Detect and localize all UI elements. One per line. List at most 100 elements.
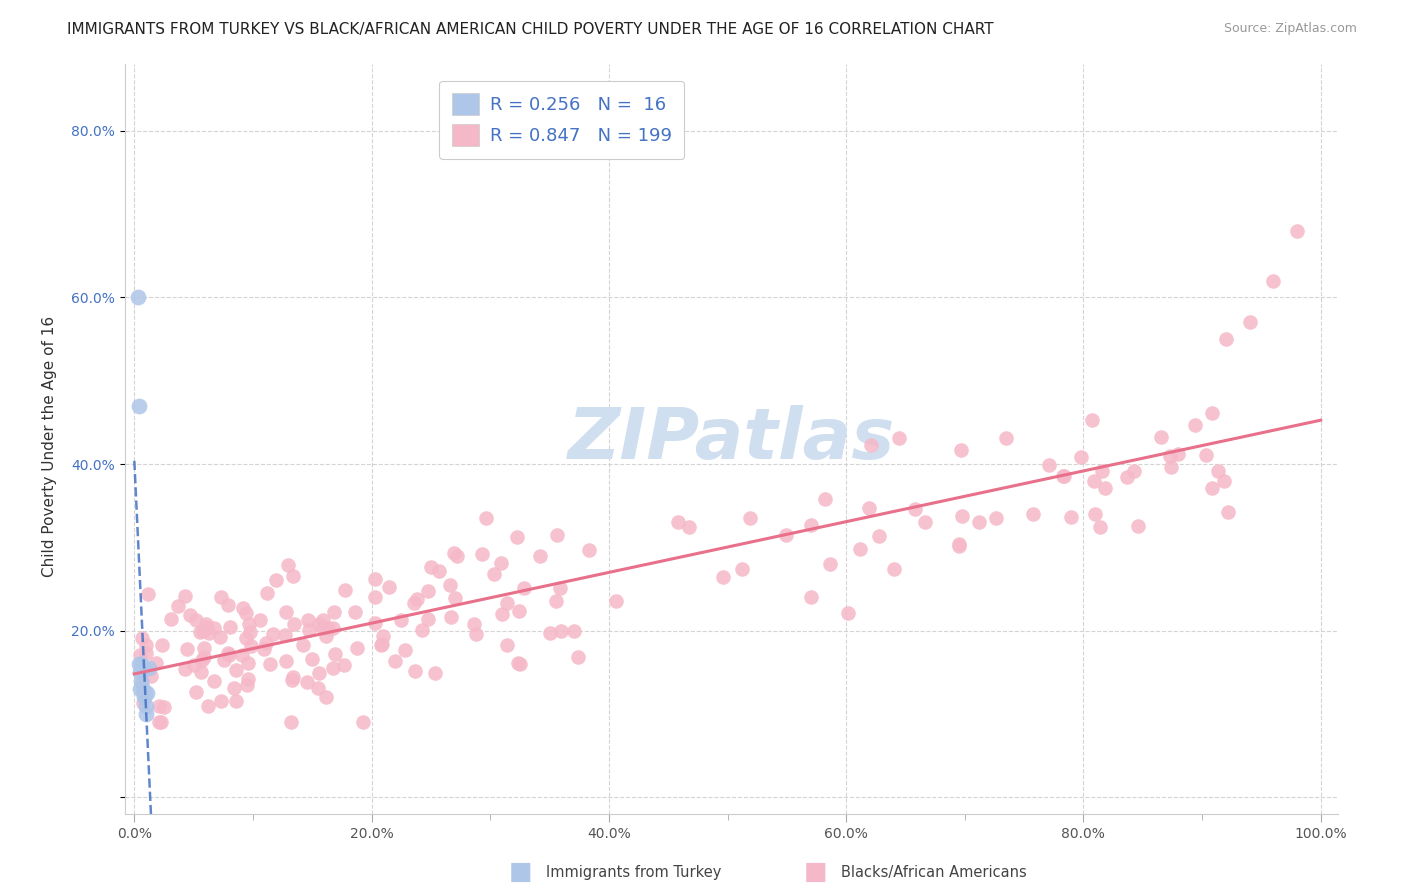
Point xyxy=(1115,470,1137,484)
Point xyxy=(887,431,910,445)
Point xyxy=(818,558,841,572)
Point xyxy=(949,443,972,458)
Point xyxy=(738,511,761,525)
Point xyxy=(371,637,394,651)
Point xyxy=(849,541,872,556)
Point xyxy=(378,580,401,594)
Point xyxy=(800,518,823,533)
Point xyxy=(264,573,287,587)
Point xyxy=(371,629,394,643)
Point xyxy=(678,519,700,533)
Point xyxy=(544,593,567,607)
Point xyxy=(1201,405,1223,419)
Point xyxy=(148,715,170,730)
Point xyxy=(281,673,304,687)
Point xyxy=(132,696,155,710)
Point xyxy=(419,560,441,574)
Point xyxy=(184,613,207,627)
Text: ■: ■ xyxy=(804,861,827,884)
Point xyxy=(463,616,485,631)
Point xyxy=(548,581,571,595)
Point xyxy=(219,620,242,634)
Point xyxy=(440,610,463,624)
Text: Child Poverty Under the Age of 16: Child Poverty Under the Age of 16 xyxy=(42,316,56,576)
Point xyxy=(335,582,357,597)
Point xyxy=(173,662,195,676)
Point xyxy=(1213,474,1236,488)
Point xyxy=(950,508,973,523)
Point xyxy=(139,668,162,682)
Point xyxy=(1080,412,1102,426)
Point xyxy=(132,661,155,675)
Point xyxy=(262,627,284,641)
Point xyxy=(236,672,259,686)
Point xyxy=(322,621,344,635)
Text: Source: ZipAtlas.com: Source: ZipAtlas.com xyxy=(1223,22,1357,36)
Point xyxy=(1160,460,1182,475)
Point xyxy=(135,707,157,722)
Point xyxy=(281,670,304,684)
Point xyxy=(967,516,990,530)
Point xyxy=(131,673,153,688)
Point xyxy=(333,658,356,673)
Point xyxy=(129,665,152,680)
Point xyxy=(1022,507,1045,521)
Point xyxy=(443,546,465,560)
Point xyxy=(298,623,321,637)
Legend: R = 0.256   N =  16, R = 0.847   N = 199: R = 0.256 N = 16, R = 0.847 N = 199 xyxy=(439,80,685,159)
Point xyxy=(1083,475,1105,489)
Text: Blacks/African Americans: Blacks/African Americans xyxy=(841,865,1026,880)
Point xyxy=(138,661,160,675)
Point xyxy=(404,596,426,610)
Point xyxy=(1195,449,1218,463)
Point xyxy=(562,624,585,639)
Point xyxy=(995,431,1018,445)
Point xyxy=(239,625,262,640)
Point xyxy=(136,587,159,601)
Point xyxy=(444,591,467,605)
Point xyxy=(131,657,153,672)
Point xyxy=(249,613,271,627)
Point xyxy=(370,638,392,652)
Point xyxy=(394,642,416,657)
Point xyxy=(1218,505,1240,519)
Point xyxy=(325,647,347,661)
Point xyxy=(1091,464,1114,478)
Point xyxy=(145,656,167,670)
Point xyxy=(159,612,181,626)
Point xyxy=(1052,468,1074,483)
Point xyxy=(202,673,225,688)
Point xyxy=(254,636,277,650)
Point xyxy=(404,665,426,679)
Point xyxy=(384,654,406,668)
Point xyxy=(984,511,1007,525)
Point xyxy=(1084,507,1107,521)
Point xyxy=(439,578,461,592)
Point xyxy=(308,666,330,681)
Point xyxy=(482,566,505,581)
Point xyxy=(495,638,517,652)
Point xyxy=(212,652,235,666)
Point xyxy=(166,599,188,614)
Point xyxy=(308,616,330,631)
Point xyxy=(800,590,823,604)
Point xyxy=(198,625,221,640)
Point xyxy=(464,626,486,640)
Point xyxy=(914,516,936,530)
Point xyxy=(225,663,247,677)
Point xyxy=(315,690,337,704)
Point xyxy=(1239,315,1261,329)
Point xyxy=(235,631,257,645)
Point xyxy=(1053,469,1076,483)
Point xyxy=(128,657,150,672)
Point xyxy=(135,638,157,652)
Point xyxy=(948,537,970,551)
Point xyxy=(529,549,551,563)
Point xyxy=(578,543,600,558)
Point xyxy=(837,606,859,620)
Point xyxy=(149,715,172,730)
Point xyxy=(506,530,529,544)
Point xyxy=(148,699,170,714)
Point xyxy=(202,621,225,635)
Point xyxy=(1184,417,1206,432)
